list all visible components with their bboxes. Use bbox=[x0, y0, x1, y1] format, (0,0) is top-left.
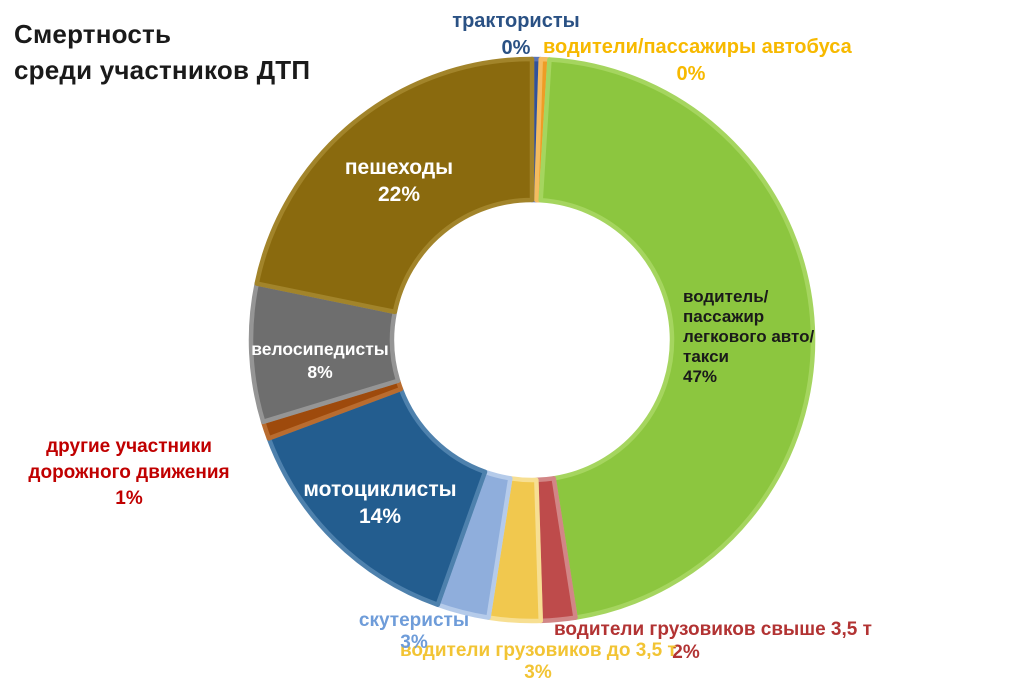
pie-slice bbox=[538, 57, 816, 620]
slice-label-text: дорожного движения bbox=[28, 462, 230, 483]
slice-percent: 3% bbox=[524, 662, 552, 683]
slice-label-text: пассажир bbox=[683, 307, 765, 326]
slice-label-motorcyclists: мотоциклисты 14% bbox=[289, 476, 471, 530]
slice-label-text: водители грузовиков свыше 3,5 т bbox=[554, 619, 872, 640]
slice-percent: 14% bbox=[358, 505, 402, 528]
pie-slice bbox=[266, 386, 488, 607]
slice-label-cyclists: велосипедисты 8% bbox=[230, 338, 410, 384]
slice-label-text: водитель/ bbox=[683, 287, 769, 306]
slice-percent: 22% bbox=[377, 183, 421, 206]
slice-label-truck-drivers-over-3-5t: водители грузовиков свыше 3,5 т 2% bbox=[554, 618, 872, 664]
slice-label-bus-drivers-passengers: водители/пассажиры автобуса 0% bbox=[543, 34, 852, 88]
pie-slice bbox=[254, 56, 535, 315]
slice-label-truck-drivers-under-3-5t: водители грузовиков до 3,5 т 3% bbox=[400, 640, 677, 684]
slice-percent: 3% bbox=[400, 632, 428, 653]
slice-percent: 0% bbox=[501, 37, 531, 59]
slice-label-text: скутеристы bbox=[358, 610, 470, 631]
chart-title: Смертность среди участников ДТП bbox=[14, 16, 310, 88]
slice-label-text: пешеходы bbox=[344, 156, 454, 179]
slice-percent: 8% bbox=[307, 362, 333, 382]
slice-percent: 0% bbox=[676, 63, 706, 85]
chart-title-line2: среди участников ДТП bbox=[14, 55, 311, 85]
slice-label-text: велосипедисты bbox=[251, 339, 389, 359]
slice-percent: 2% bbox=[672, 642, 700, 663]
slice-label-tractor-drivers: трактористы 0% bbox=[448, 8, 584, 62]
slice-label-text: легкового авто/ bbox=[683, 327, 815, 346]
slice-label-text: водители/пассажиры автобуса bbox=[543, 36, 852, 58]
slice-label-text: мотоциклисты bbox=[303, 478, 457, 501]
slice-label-other-road-users: другие участники дорожного движения 1% bbox=[18, 434, 240, 512]
slice-label-text: другие участники bbox=[46, 436, 212, 457]
slice-label-car-driver-passenger-taxi: водитель/ пассажир легкового авто/ такси… bbox=[683, 287, 843, 387]
slice-label-text: трактористы bbox=[452, 10, 580, 32]
slice-percent: 1% bbox=[115, 488, 143, 509]
slice-label-pedestrians: пешеходы 22% bbox=[309, 154, 489, 208]
slice-label-text: водители грузовиков до 3,5 т bbox=[400, 640, 677, 661]
slice-label-text: такси bbox=[683, 347, 729, 366]
slice-label-scooter-riders: скутеристы 3% bbox=[351, 610, 477, 654]
slice-percent: 47% bbox=[683, 367, 718, 386]
chart-title-line1: Смертность bbox=[14, 19, 172, 49]
